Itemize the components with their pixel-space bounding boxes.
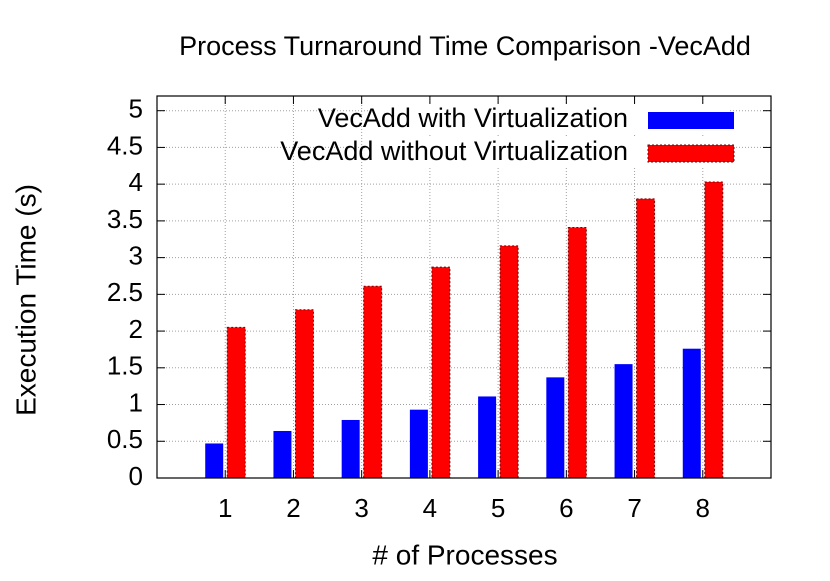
y-tick-label: 4 <box>129 167 143 197</box>
plot-frame <box>156 95 772 479</box>
y-tick-label: 2.5 <box>107 277 143 307</box>
bar <box>546 377 565 478</box>
x-tick-label: 5 <box>491 493 505 523</box>
bar <box>226 326 246 479</box>
bar <box>704 181 724 479</box>
x-tick-label: 6 <box>559 493 573 523</box>
y-tick-label: 2 <box>129 314 143 344</box>
x-axis-label: # of Processes <box>372 539 557 570</box>
x-tick-label: 8 <box>696 493 710 523</box>
chart-title: Process Turnaround Time Comparison -VecA… <box>179 31 751 61</box>
y-tick-label: 4.5 <box>107 130 143 160</box>
y-tick-label: 3 <box>129 240 143 270</box>
bar <box>205 443 224 478</box>
x-tick-label: 4 <box>423 493 437 523</box>
legend-label: VecAdd without Virtualization <box>280 136 628 166</box>
y-tick-label: 1.5 <box>107 351 143 381</box>
legend-swatch <box>648 112 734 129</box>
bar <box>273 430 292 478</box>
legend-swatch <box>647 144 735 163</box>
x-tick-label: 1 <box>218 493 232 523</box>
y-tick-label: 1 <box>129 387 143 417</box>
bar <box>614 364 633 478</box>
y-axis-label: Execution Time (s) <box>10 184 41 416</box>
x-tick-label: 7 <box>627 493 641 523</box>
y-tick-label: 5 <box>129 94 143 124</box>
bar <box>409 409 428 478</box>
legend-label: VecAdd with Virtualization <box>318 103 628 133</box>
y-tick-label: 3.5 <box>107 204 143 234</box>
bar <box>636 198 656 479</box>
y-tick-label: 0 <box>129 461 143 491</box>
bar <box>294 309 314 479</box>
x-tick-label: 3 <box>354 493 368 523</box>
bar <box>341 419 360 478</box>
bar <box>567 226 587 479</box>
y-tick-label: 0.5 <box>107 424 143 454</box>
bar <box>478 396 497 478</box>
bar <box>431 266 451 479</box>
bar <box>499 245 519 479</box>
bar <box>682 348 701 478</box>
x-tick-label: 2 <box>286 493 300 523</box>
bar <box>363 285 383 479</box>
